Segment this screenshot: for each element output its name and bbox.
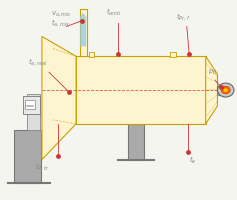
Polygon shape	[80, 13, 86, 46]
Bar	[14, 130, 41, 183]
Circle shape	[218, 83, 234, 97]
Bar	[27, 94, 40, 130]
Bar	[128, 124, 144, 160]
Bar	[25, 100, 35, 109]
Bar	[76, 56, 206, 124]
Text: $t_{Pr,f}$: $t_{Pr,f}$	[176, 11, 191, 22]
Circle shape	[224, 88, 228, 92]
Polygon shape	[206, 56, 218, 124]
Text: $t_{a,real}$: $t_{a,real}$	[28, 56, 47, 67]
Text: $p_B$: $p_B$	[208, 68, 217, 77]
Bar	[89, 52, 94, 57]
Text: $t_{a,mix}$: $t_{a,mix}$	[51, 17, 71, 28]
Text: $v_{a,mix}$: $v_{a,mix}$	[51, 9, 72, 18]
Circle shape	[221, 86, 230, 94]
Bar	[218, 86, 223, 95]
Point	[80, 19, 84, 22]
Text: $t_e$: $t_e$	[189, 155, 197, 166]
Bar	[80, 9, 87, 56]
Point	[219, 85, 223, 89]
Text: $t_{amb}$: $t_{amb}$	[105, 6, 121, 18]
Bar	[170, 52, 176, 57]
Point	[117, 53, 120, 56]
Bar	[23, 96, 40, 114]
Point	[67, 90, 71, 94]
Point	[187, 53, 191, 56]
Text: $t_{P,tr}$: $t_{P,tr}$	[35, 161, 49, 172]
Point	[186, 150, 190, 153]
Polygon shape	[42, 36, 76, 160]
Point	[56, 154, 60, 157]
